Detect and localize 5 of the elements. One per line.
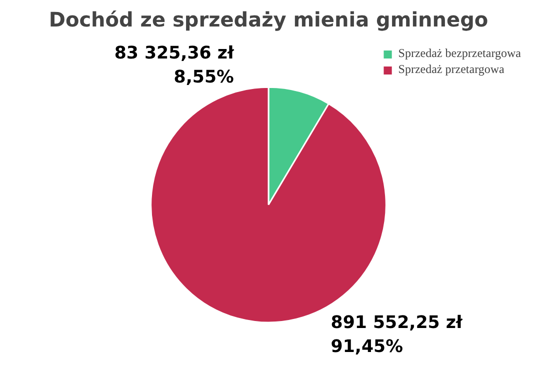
legend-label: Sprzedaż bezprzetargowa bbox=[398, 46, 521, 61]
data-label: 891 552,25 zł 91,45% bbox=[330, 312, 463, 357]
chart-title: Dochód ze sprzedaży mienia gminnego bbox=[48, 8, 488, 32]
data-label: 83 325,36 zł 8,55% bbox=[114, 44, 234, 88]
legend-label: Sprzedaż przetargowa bbox=[398, 62, 504, 77]
